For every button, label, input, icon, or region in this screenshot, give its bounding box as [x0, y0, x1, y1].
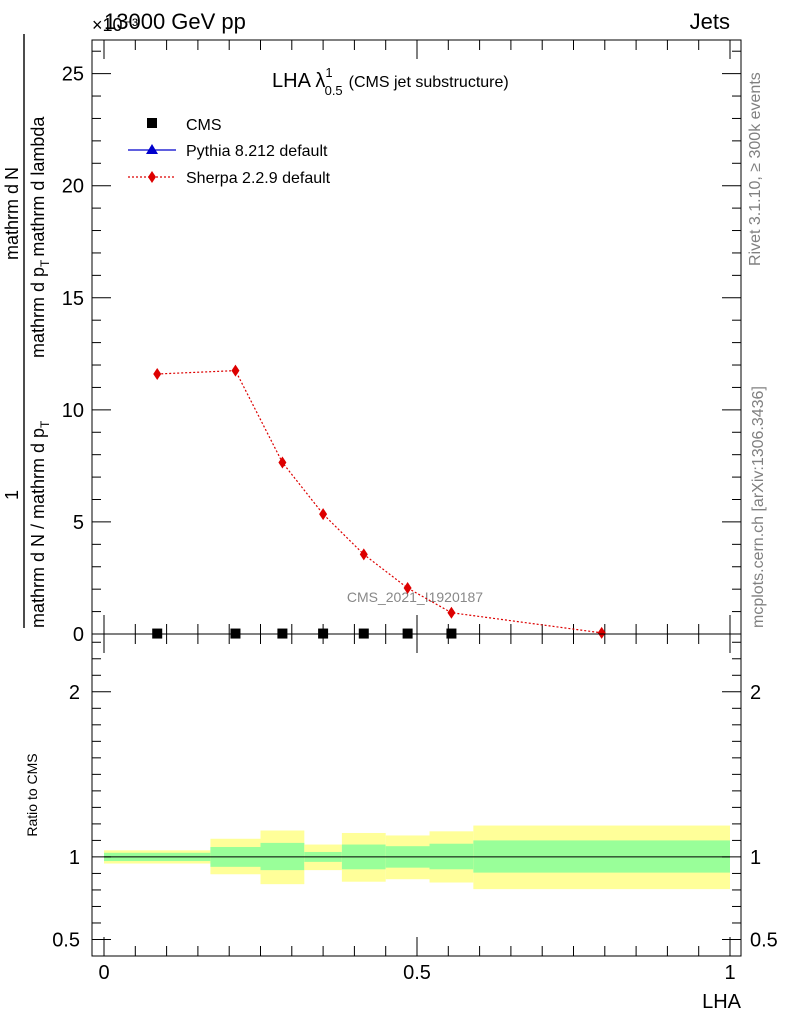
legend-sherpa-marker — [148, 171, 156, 183]
plot-title-sub: 0.5 — [325, 83, 343, 98]
main-ytick-label: 15 — [62, 288, 84, 310]
sherpa-point — [447, 606, 456, 619]
sherpa-series-line — [157, 370, 602, 634]
sherpa-point — [403, 582, 412, 595]
ratio-y-axis: 0.5 0.5 1 1 2 2 — [52, 641, 778, 951]
ratio-ytick-label-right: 0.5 — [750, 929, 778, 951]
ratio-ytick-label-right: 2 — [750, 682, 761, 704]
y-label-den-sub: T — [38, 420, 52, 428]
sherpa-point — [359, 548, 368, 561]
energy-label: 13000 GeV pp — [104, 9, 246, 34]
legend-cms-label: CMS — [186, 117, 222, 134]
sherpa-point — [153, 367, 162, 380]
sherpa-point — [278, 456, 287, 469]
main-ytick-label: 25 — [62, 64, 84, 86]
ratio-ytick-label: 2 — [69, 682, 80, 704]
x-axis-label: LHA — [702, 991, 742, 1013]
y-label-denominator: mathrm d N / mathrm d pT — [28, 420, 52, 628]
main-ytick-label: 20 — [62, 176, 84, 198]
analysis-watermark: CMS_2021_I1920187 — [347, 589, 483, 605]
y-label-numerator-one: 1 — [2, 490, 22, 500]
plot-title: LHA λ1 0.5 (CMS jet substructure) — [272, 65, 509, 98]
rivet-label: Rivet 3.1.10, ≥ 300k events — [747, 72, 764, 266]
main-y-axis-label: 1 mathrm d N / mathrm d pT mathrm dN mat… — [2, 34, 52, 628]
y-label-inner-den-text: mathrm d p — [28, 267, 48, 358]
ratio-ytick-label-right: 1 — [750, 847, 761, 869]
sherpa-point — [319, 508, 328, 521]
y-exponent-label: ×10⁻³ — [92, 15, 138, 35]
main-y-axis: 0 5 10 15 20 25 — [62, 50, 741, 646]
ratio-plot-frame — [91, 633, 742, 957]
y-label-inner-num-text: mathrm d — [2, 184, 22, 260]
main-ytick-label: 10 — [62, 400, 84, 422]
ratio-xtick-label: 1 — [724, 962, 735, 984]
legend-pythia-label: Pythia 8.212 default — [186, 143, 328, 160]
y-label-den-text: mathrm d N / mathrm d p — [28, 428, 48, 628]
y-label-inner-num-n: N — [2, 167, 22, 180]
sherpa-point — [231, 364, 240, 377]
y-label-inner-numerator: mathrm d N — [2, 167, 22, 260]
y-label-inner-denominator: mathrm d pTmathrm d lambda — [28, 116, 52, 358]
main-ytick-label: 5 — [73, 512, 84, 534]
ratio-y-axis-label: Ratio to CMS — [24, 753, 40, 836]
process-label: Jets — [690, 9, 730, 34]
plot-title-sup: 1 — [325, 65, 332, 80]
ratio-xtick-label: 0 — [98, 962, 109, 984]
sherpa-point — [597, 626, 606, 639]
ratio-ytick-label: 1 — [69, 847, 80, 869]
main-x-ticks — [103, 40, 731, 634]
ratio-ytick-label: 0.5 — [52, 929, 80, 951]
plot-title-main: LHA λ — [272, 70, 325, 92]
mcplots-label: mcplots.cern.ch [arXiv:1306.3436] — [750, 386, 767, 628]
legend-pythia-marker — [146, 144, 158, 154]
ratio-xtick-label: 0.5 — [403, 962, 431, 984]
legend: CMS Pythia 8.212 default Sherpa 2.2.9 de… — [128, 117, 331, 187]
main-ytick-label: 0 — [73, 624, 84, 646]
y-label-inner-den-sub: T — [38, 259, 52, 267]
legend-sherpa-label: Sherpa 2.2.9 default — [186, 170, 331, 187]
legend-cms-marker — [147, 118, 157, 128]
ratio-x-axis: 0 0.5 1 — [98, 634, 736, 984]
plot-title-suffix: (CMS jet substructure) — [349, 74, 509, 91]
y-label-inner-den-tail: mathrm d lambda — [28, 116, 48, 257]
ratio-plot-panel: 0.5 0.51 12 2 0 0.5 1 Ratio to CMS LHA — [24, 633, 778, 1013]
